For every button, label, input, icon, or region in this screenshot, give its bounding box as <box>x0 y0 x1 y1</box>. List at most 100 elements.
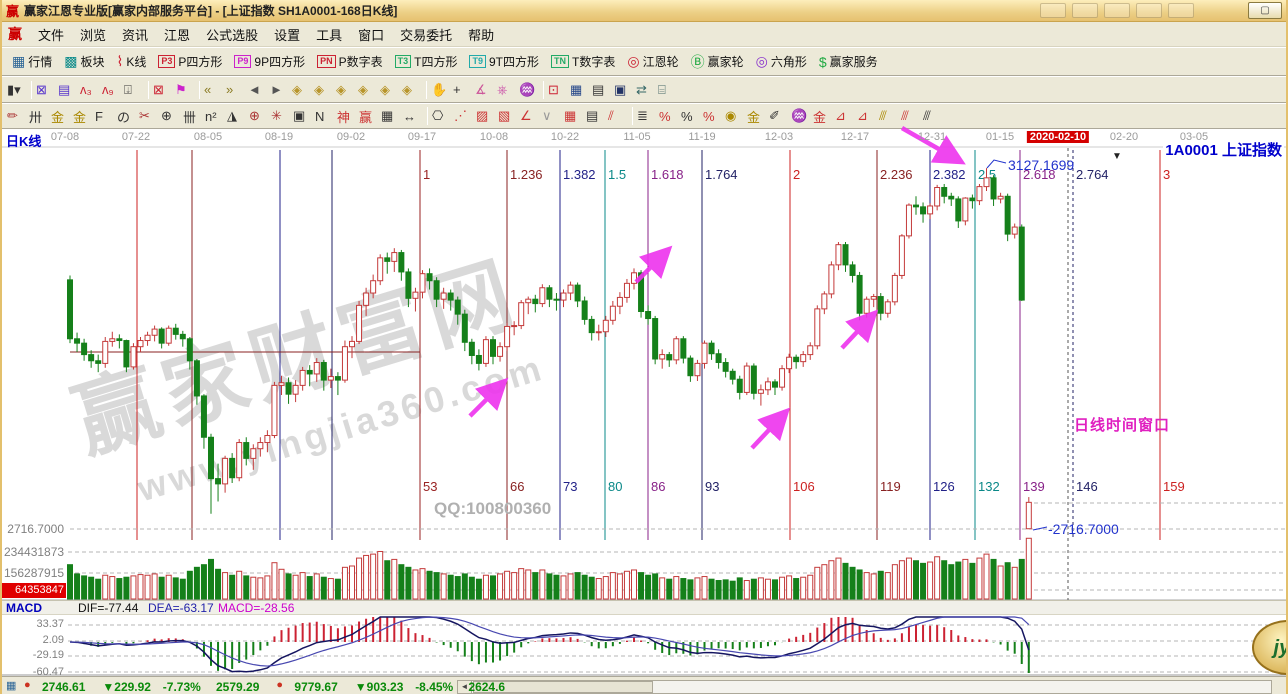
candle[interactable] <box>243 442 250 459</box>
candle[interactable] <box>983 177 990 188</box>
p-square-button[interactable]: P3 P四方形 <box>153 51 227 72</box>
speed2-icon[interactable]: ⫻ <box>901 108 909 123</box>
candle[interactable] <box>208 436 214 480</box>
candle[interactable] <box>1025 501 1032 530</box>
crosshair-tool-icon[interactable]: + <box>453 82 461 97</box>
titlebar-ghost-button[interactable] <box>1168 3 1194 18</box>
candle[interactable] <box>412 291 419 299</box>
candle[interactable] <box>229 457 236 479</box>
candle[interactable] <box>609 305 616 321</box>
last-page-icon[interactable]: » <box>226 82 234 97</box>
candle[interactable] <box>257 442 264 450</box>
draw-tool-icon[interactable]: ✏ <box>7 108 18 123</box>
candle[interactable] <box>215 478 222 485</box>
menu-item-江恩[interactable]: 江恩 <box>164 27 191 43</box>
angle-fan-icon[interactable]: ∠ <box>520 108 532 123</box>
candle[interactable] <box>482 339 489 364</box>
kline-3-icon[interactable]: ʌ₃ <box>80 82 92 97</box>
box-split-icon[interactable]: ⎔ <box>432 108 444 123</box>
candle[interactable] <box>74 338 81 344</box>
candle[interactable] <box>1011 226 1018 235</box>
candle[interactable] <box>595 331 602 334</box>
candle[interactable] <box>708 342 715 355</box>
restore-window-button[interactable]: ▢ <box>1248 2 1282 19</box>
menu-item-交易委托[interactable]: 交易委托 <box>400 27 453 43</box>
candle[interactable] <box>532 298 539 305</box>
candle[interactable] <box>764 381 771 391</box>
pct-line-icon[interactable]: % <box>703 108 715 124</box>
candle[interactable] <box>306 369 313 375</box>
candle[interactable] <box>193 360 200 397</box>
candle[interactable] <box>588 318 595 334</box>
zoom-out-v-icon[interactable]: ◈ <box>336 81 346 97</box>
wave-red-icon[interactable]: ♒ <box>791 108 808 123</box>
kline-style-dropdown-icon[interactable]: ▮▾ <box>7 81 21 97</box>
index-badge-1[interactable]: ● <box>24 679 31 691</box>
candle[interactable] <box>377 257 384 282</box>
candle[interactable] <box>772 381 778 388</box>
candle[interactable] <box>299 369 306 386</box>
candle[interactable] <box>631 272 637 284</box>
candle[interactable] <box>990 177 997 200</box>
kline-button[interactable]: ⌇ K线 <box>112 51 152 72</box>
candle[interactable] <box>447 292 454 301</box>
kline-9-icon[interactable]: ʌ₉ <box>102 82 114 97</box>
candle[interactable] <box>828 264 835 295</box>
candle[interactable] <box>525 298 532 304</box>
zoom-in-v-icon[interactable]: ◈ <box>358 81 368 97</box>
t-square-button[interactable]: T3 T四方形 <box>390 51 463 72</box>
f-angle-icon[interactable]: ⊿ <box>857 108 868 123</box>
candle[interactable] <box>623 282 630 298</box>
candle[interactable] <box>976 186 983 202</box>
9p-square-button[interactable]: P9 9P四方形 <box>229 51 310 72</box>
candle[interactable] <box>574 284 581 302</box>
next-bar-icon[interactable]: ► <box>270 82 283 97</box>
candle[interactable] <box>920 206 927 215</box>
candle[interactable] <box>88 354 95 362</box>
candle[interactable] <box>666 354 673 361</box>
candle[interactable] <box>475 354 482 364</box>
candle[interactable] <box>454 299 461 315</box>
titlebar-ghost-button[interactable] <box>1104 3 1130 18</box>
ying-icon[interactable]: 赢 <box>359 109 373 125</box>
zoom-in-h-icon[interactable]: ◈ <box>314 81 324 97</box>
hexagon-button[interactable]: ◎ 六角形 <box>751 51 812 72</box>
candle[interactable] <box>518 302 525 327</box>
sectors-button[interactable]: ▩ 板块 <box>59 51 109 72</box>
candle[interactable] <box>962 197 969 222</box>
pan-tool-icon[interactable]: ✋ <box>431 81 448 97</box>
red-fan-icon[interactable]: ⋰ <box>454 108 467 123</box>
candle[interactable] <box>109 338 116 342</box>
v-check-icon[interactable]: ∨ <box>542 108 552 123</box>
horizontal-scrollbar[interactable]: ◄ <box>457 680 1272 694</box>
candle[interactable] <box>334 376 341 381</box>
candle[interactable] <box>504 325 511 348</box>
candle[interactable] <box>278 382 285 386</box>
knife-icon[interactable]: ✂ <box>139 108 150 123</box>
candle[interactable] <box>821 293 828 310</box>
pct-icon[interactable]: % <box>681 108 693 124</box>
candle[interactable] <box>835 244 842 266</box>
candle[interactable] <box>165 327 172 344</box>
menu-item-工具[interactable]: 工具 <box>316 27 343 43</box>
spiral-icon[interactable]: の <box>117 109 131 125</box>
scroll-left-arrow[interactable]: ◄ <box>458 681 472 693</box>
candle[interactable] <box>948 195 955 200</box>
candle[interactable] <box>969 197 976 202</box>
candle[interactable] <box>616 296 623 307</box>
candle[interactable] <box>567 284 574 294</box>
gold-square-1-icon[interactable]: 金 <box>51 109 65 125</box>
candle[interactable] <box>849 264 856 276</box>
market-grid-icon[interactable]: ▦ <box>6 680 17 692</box>
candle[interactable] <box>729 370 736 380</box>
candle[interactable] <box>398 252 405 273</box>
candle[interactable] <box>222 457 229 485</box>
candle[interactable] <box>602 319 609 333</box>
grid-dark-icon[interactable]: ▤ <box>586 108 599 123</box>
box-star-icon[interactable]: ▣ <box>293 108 306 123</box>
formula-manage-icon[interactable]: ⊠ <box>36 81 47 97</box>
candle[interactable] <box>997 195 1004 200</box>
candle[interactable] <box>779 368 786 388</box>
first-page-icon[interactable]: « <box>204 82 212 97</box>
candle[interactable] <box>426 273 433 282</box>
